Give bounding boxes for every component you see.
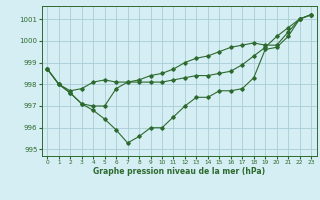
- X-axis label: Graphe pression niveau de la mer (hPa): Graphe pression niveau de la mer (hPa): [93, 167, 265, 176]
